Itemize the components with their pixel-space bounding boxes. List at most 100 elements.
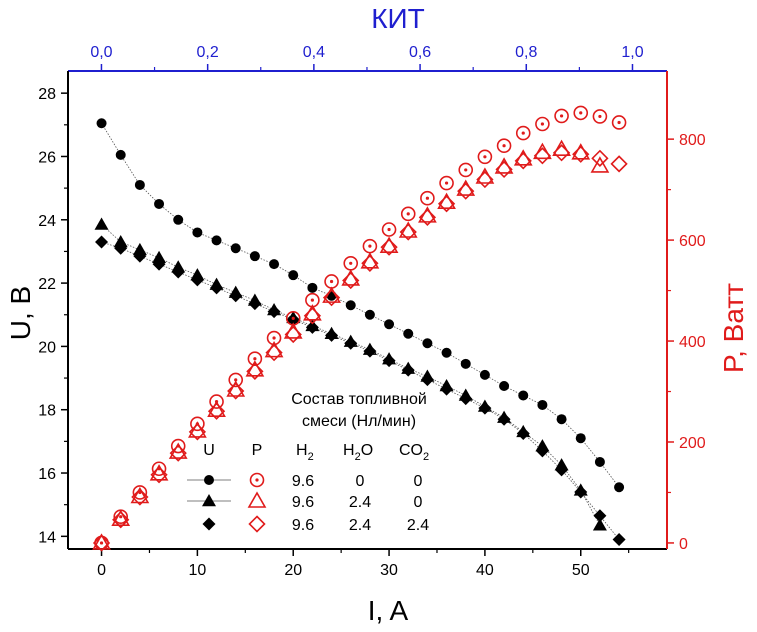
legend-col-co2: CO2 <box>399 442 429 463</box>
data-point <box>284 325 302 344</box>
data-point <box>379 236 399 253</box>
y-left-tick-label: 16 <box>38 466 56 483</box>
x-bottom-tick-label: 20 <box>284 562 302 579</box>
data-point <box>152 250 167 264</box>
legend-row1-h2: 9.6 <box>292 473 314 490</box>
data-point <box>188 423 207 441</box>
legend: Состав топливной смеси (Нл/мин) U P H2 H… <box>187 391 429 534</box>
data-point <box>479 369 490 380</box>
data-point <box>249 251 260 262</box>
data-point <box>246 362 264 380</box>
data-point <box>171 265 185 279</box>
legend-marker-u <box>202 517 216 531</box>
legend-row2-h2: 9.6 <box>292 494 314 511</box>
data-point <box>342 271 360 290</box>
series-1 <box>96 118 625 493</box>
data-point <box>149 464 169 481</box>
data-point <box>590 156 610 173</box>
data-point <box>92 533 111 550</box>
data-point <box>497 412 511 426</box>
data-point <box>168 442 188 459</box>
data-point <box>384 319 395 330</box>
legend-marker-u <box>202 494 216 507</box>
data-point <box>343 256 359 271</box>
data-point <box>437 195 456 213</box>
data-point <box>458 162 474 178</box>
legend-col-p: P <box>252 442 263 459</box>
series-line <box>101 241 620 540</box>
data-point <box>94 217 109 230</box>
data-point <box>132 242 147 256</box>
data-point <box>305 320 319 334</box>
data-point <box>152 257 166 271</box>
data-point <box>150 466 168 484</box>
y-left-tick-label: 20 <box>38 339 56 356</box>
data-point <box>400 206 416 222</box>
x-top-axis-title: КИТ <box>371 3 425 34</box>
y-right-tick-label: 200 <box>679 435 706 452</box>
data-point <box>478 401 492 415</box>
legend-row3-co2: 2.4 <box>407 517 429 534</box>
data-point <box>207 402 226 420</box>
data-point <box>552 144 571 162</box>
data-point <box>228 372 244 388</box>
data-point <box>420 373 434 387</box>
data-point <box>477 149 493 165</box>
data-point <box>556 414 567 425</box>
x-bottom-axis-title: I, A <box>368 595 409 626</box>
data-point <box>572 145 590 163</box>
legend-symbols <box>187 472 267 533</box>
x-top-tick-label: 0,6 <box>409 44 431 61</box>
data-point <box>398 221 418 238</box>
y-right-tick-label: 800 <box>679 132 706 149</box>
x-bottom-tick-label: 30 <box>380 562 398 579</box>
data-point <box>574 485 588 499</box>
data-point <box>610 155 628 173</box>
data-point <box>440 382 454 396</box>
legend-title-line1: Состав топливной <box>291 391 427 408</box>
series-6 <box>92 144 628 552</box>
data-point <box>495 160 513 179</box>
legend-marker-p <box>248 515 266 533</box>
data-point <box>535 444 549 458</box>
data-point <box>211 235 222 246</box>
data-point <box>573 105 589 121</box>
legend-col-h2o: H2O <box>343 442 373 463</box>
data-point <box>516 426 530 440</box>
data-point <box>96 118 107 129</box>
data-point <box>344 336 358 350</box>
series-3 <box>95 235 626 547</box>
data-point <box>594 456 605 467</box>
data-point <box>132 485 148 500</box>
data-point <box>154 198 165 209</box>
data-point <box>267 305 281 319</box>
x-top-tick-label: 0,2 <box>197 44 219 61</box>
data-point <box>533 147 552 165</box>
data-point <box>111 509 131 527</box>
data-point <box>614 482 625 493</box>
legend-row1-co2: 0 <box>414 473 423 490</box>
data-point <box>226 380 246 397</box>
data-point <box>363 344 377 358</box>
data-point <box>418 208 437 227</box>
y-left-tick-label: 18 <box>38 403 56 420</box>
data-point <box>592 518 607 531</box>
x-bottom-tick-label: 50 <box>572 562 590 579</box>
x-bottom-tick-label: 10 <box>188 562 206 579</box>
data-point <box>533 142 552 160</box>
data-point <box>345 300 356 311</box>
data-point <box>130 486 150 504</box>
data-point <box>210 281 224 295</box>
y-left-tick-label: 14 <box>38 529 56 546</box>
legend-col-u: U <box>203 442 215 459</box>
legend-marker-u <box>204 475 214 485</box>
data-point <box>288 270 299 281</box>
data-point <box>499 380 510 391</box>
y-left-tick-label: 28 <box>38 86 56 103</box>
data-point <box>401 363 415 377</box>
data-point <box>190 273 204 287</box>
y-left-axis-title: U, B <box>5 286 36 340</box>
data-point <box>575 433 586 444</box>
data-point <box>322 289 341 307</box>
